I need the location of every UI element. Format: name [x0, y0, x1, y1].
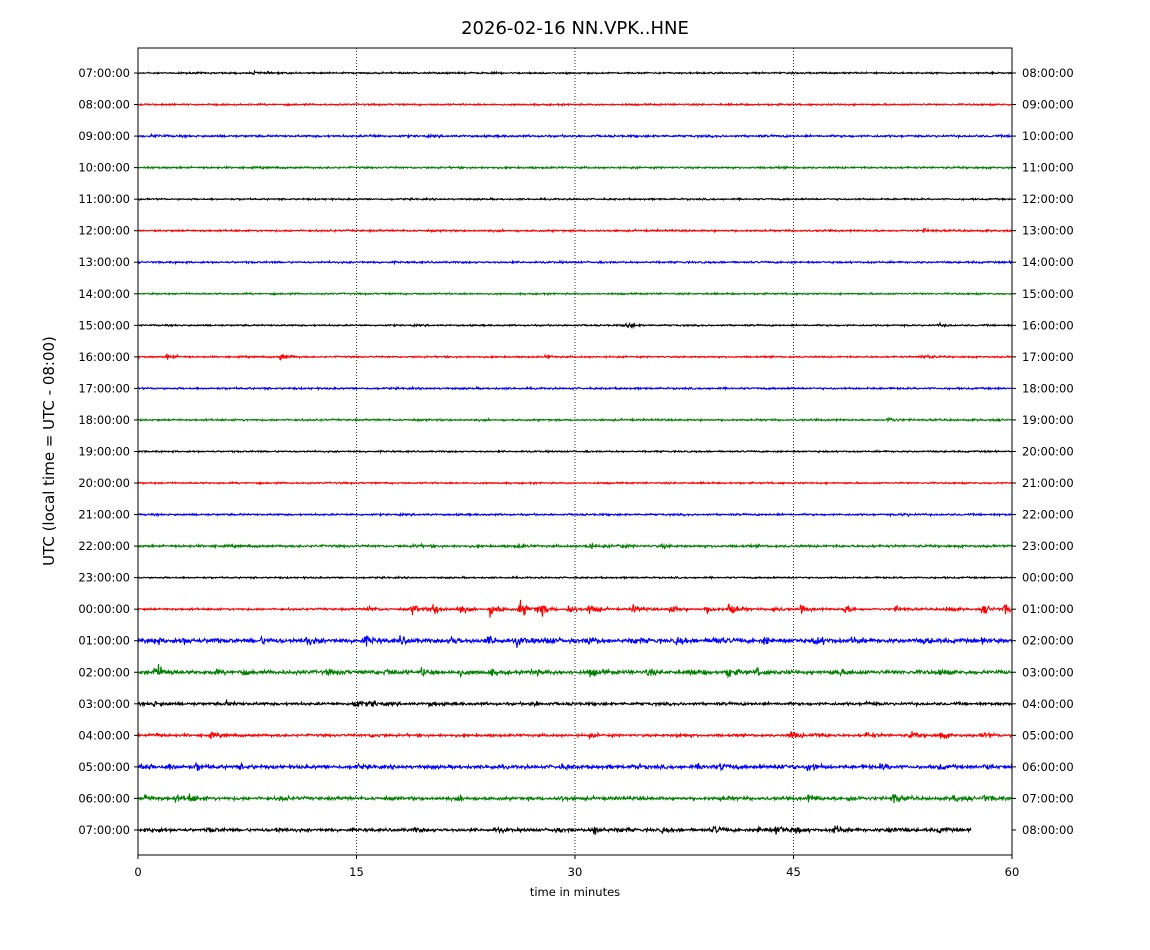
left-tick-label-8: 15:00:00: [78, 318, 130, 332]
trace-14: [137, 511, 1013, 518]
trace-group: [137, 69, 1013, 836]
trace-21: [137, 731, 1013, 740]
trace-10: [137, 385, 1013, 392]
left-tick-label-16: 23:00:00: [78, 571, 130, 585]
left-tick-label-22: 05:00:00: [78, 760, 130, 774]
right-tick-label-5: 13:00:00: [1022, 224, 1074, 238]
left-tick-label-24: 07:00:00: [78, 823, 130, 837]
x-tick-label-0: 0: [134, 865, 141, 879]
trace-16: [137, 575, 1013, 581]
x-axis-label: time in minutes: [530, 885, 620, 899]
right-tick-label-19: 03:00:00: [1022, 665, 1074, 679]
left-tick-label-13: 20:00:00: [78, 476, 130, 490]
left-tick-label-14: 21:00:00: [78, 508, 130, 522]
trace-23: [137, 793, 1013, 804]
right-tick-label-24: 08:00:00: [1022, 823, 1074, 837]
left-tick-label-21: 04:00:00: [78, 728, 130, 742]
right-tick-label-16: 00:00:00: [1022, 571, 1074, 585]
left-tick-label-3: 10:00:00: [78, 161, 130, 175]
trace-17: [137, 599, 1013, 618]
left-time-ticks: 07:00:00 08:00:00 09:00:00 10:00:00 11:00:00…: [78, 66, 138, 837]
trace-22: [137, 761, 1013, 772]
right-tick-label-12: 20:00:00: [1022, 444, 1074, 458]
trace-3: [137, 164, 1013, 171]
left-tick-label-6: 13:00:00: [78, 255, 130, 269]
plot-frame: [137, 47, 1013, 856]
right-tick-label-23: 07:00:00: [1022, 791, 1074, 805]
x-tick-label-4: 60: [1005, 865, 1020, 879]
right-tick-label-6: 14:00:00: [1022, 255, 1074, 269]
right-tick-label-8: 16:00:00: [1022, 318, 1074, 332]
trace-24: [137, 825, 972, 836]
trace-20: [137, 698, 1013, 709]
left-tick-label-12: 19:00:00: [78, 444, 130, 458]
right-tick-label-21: 05:00:00: [1022, 728, 1074, 742]
right-tick-label-18: 02:00:00: [1022, 634, 1074, 648]
right-tick-label-1: 09:00:00: [1022, 98, 1074, 112]
trace-19: [137, 664, 1013, 679]
trace-18: [137, 634, 1013, 648]
trace-11: [137, 416, 1013, 423]
right-tick-label-14: 22:00:00: [1022, 508, 1074, 522]
trace-0: [137, 69, 1013, 76]
right-tick-label-17: 01:00:00: [1022, 602, 1074, 616]
right-time-ticks: 08:00:00 09:00:00 10:00:00 11:00:00 12:00:00…: [1012, 66, 1074, 837]
left-tick-label-15: 22:00:00: [78, 539, 130, 553]
trace-15: [137, 542, 1013, 551]
right-tick-label-9: 17:00:00: [1022, 350, 1074, 364]
x-tick-label-1: 15: [349, 865, 364, 879]
left-tick-label-23: 06:00:00: [78, 791, 130, 805]
left-tick-label-20: 03:00:00: [78, 697, 130, 711]
left-tick-label-7: 14:00:00: [78, 287, 130, 301]
chart-title: 2026-02-16 NN.VPK..HNE: [461, 18, 689, 39]
left-tick-label-19: 02:00:00: [78, 665, 130, 679]
right-tick-label-11: 19:00:00: [1022, 413, 1074, 427]
right-tick-label-10: 18:00:00: [1022, 381, 1074, 395]
trace-8: [137, 320, 1013, 330]
right-tick-label-22: 06:00:00: [1022, 760, 1074, 774]
right-tick-label-15: 23:00:00: [1022, 539, 1074, 553]
x-tick-label-3: 45: [786, 865, 801, 879]
left-tick-label-10: 17:00:00: [78, 381, 130, 395]
trace-2: [137, 132, 1013, 140]
x-tick-label-2: 30: [568, 865, 583, 879]
right-tick-label-0: 08:00:00: [1022, 66, 1074, 80]
right-tick-label-3: 11:00:00: [1022, 161, 1074, 175]
vertical-gridlines: [356, 48, 794, 855]
x-axis-ticks: 0 15 30 45 60: [134, 855, 1019, 879]
trace-9: [137, 353, 1013, 361]
trace-1: [137, 102, 1013, 108]
trace-12: [137, 449, 1013, 455]
left-tick-label-0: 07:00:00: [78, 66, 130, 80]
y-axis-label: UTC (local time = UTC - 08:00): [40, 336, 58, 566]
left-tick-label-9: 16:00:00: [78, 350, 130, 364]
trace-6: [137, 259, 1013, 266]
right-tick-label-4: 12:00:00: [1022, 192, 1074, 206]
right-tick-label-20: 04:00:00: [1022, 697, 1074, 711]
left-tick-label-4: 11:00:00: [78, 192, 130, 206]
left-tick-label-5: 12:00:00: [78, 224, 130, 238]
left-tick-label-11: 18:00:00: [78, 413, 130, 427]
left-tick-label-17: 00:00:00: [78, 602, 130, 616]
trace-13: [137, 480, 1013, 486]
left-tick-label-18: 01:00:00: [78, 634, 130, 648]
trace-7: [137, 291, 1013, 297]
trace-5: [137, 227, 1013, 234]
right-tick-label-2: 10:00:00: [1022, 129, 1074, 143]
left-tick-label-1: 08:00:00: [78, 98, 130, 112]
left-tick-label-2: 09:00:00: [78, 129, 130, 143]
right-tick-label-7: 15:00:00: [1022, 287, 1074, 301]
trace-4: [137, 196, 1013, 202]
right-tick-label-13: 21:00:00: [1022, 476, 1074, 490]
